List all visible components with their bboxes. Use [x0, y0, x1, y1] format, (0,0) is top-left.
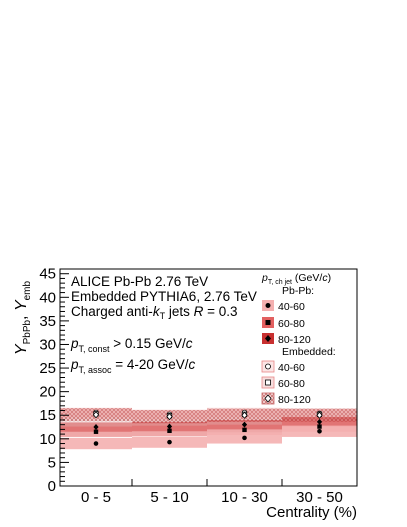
legend-label-pbpb-40-60: 40-60 — [278, 301, 305, 313]
annotation-pt-const: pT, const > 0.15 GeV/c — [70, 336, 193, 354]
point-pb-pb-80-120 — [241, 421, 248, 428]
point-pb-pb-80-120 — [166, 423, 173, 430]
point-pb-pb-80-120 — [316, 418, 323, 425]
point-pb-pb-40-60 — [167, 439, 172, 445]
point-pb-pb-60-80 — [93, 429, 99, 434]
x-tick-label: 0 - 5 — [81, 489, 111, 506]
point-embedded-80-120 — [92, 411, 100, 419]
point-pb-pb-40-60 — [242, 435, 247, 441]
annotation-embedded: Embedded PYTHIA6, 2.76 TeV — [71, 289, 257, 304]
data-points — [92, 409, 323, 446]
legend-marker-pbpb-80-120 — [265, 335, 271, 342]
point-embedded-80-120 — [316, 411, 323, 419]
legend-label-emb-60-80: 60-80 — [278, 378, 305, 390]
legend-marker-emb-80-120 — [264, 394, 272, 403]
x-axis: 0 - 5 5 - 10 10 - 30 30 - 50 — [81, 479, 343, 506]
legend-marker-pbpb-60-80 — [265, 320, 271, 325]
x-tick-label: 5 - 10 — [150, 489, 188, 506]
y-tick-label: 40 — [39, 289, 56, 306]
legend-group-embedded: Embedded: — [282, 346, 336, 358]
point-pb-pb-40-60 — [317, 428, 322, 434]
y-tick-label: 20 — [39, 384, 56, 401]
y-tick-label: 25 — [39, 360, 56, 377]
x-tick-label: 30 - 50 — [296, 489, 343, 506]
x-tick-label: 10 - 30 — [221, 489, 268, 506]
legend: pT, ch jet (GeV/c) Pb-Pb: Embedded: 40-6… — [261, 272, 336, 406]
y-axis: 0 5 10 15 20 25 30 35 40 45 — [39, 266, 69, 495]
point-pb-pb-60-80 — [242, 427, 247, 433]
point-pb-pb-40-60 — [93, 441, 99, 446]
y-tick-label: 10 — [39, 431, 56, 448]
legend-marker-pbpb-40-60 — [265, 303, 271, 308]
y-tick-label: 15 — [39, 407, 56, 424]
y-axis-label: YPbPb, Yemb — [13, 280, 33, 355]
annotation-pt-assoc: pT, assoc = 4-20 GeV/c — [70, 357, 195, 375]
annotation-jets: Charged anti-kT jets R = 0.3 — [71, 304, 237, 321]
y-tick-label: 5 — [48, 454, 56, 471]
legend-label-emb-40-60: 40-60 — [278, 362, 305, 374]
y-tick-label: 35 — [39, 313, 56, 330]
annotation-experiment: ALICE Pb-Pb 2.76 TeV — [71, 274, 208, 289]
point-embedded-80-120 — [166, 413, 173, 421]
legend-header: pT, ch jet (GeV/c) — [261, 272, 331, 286]
uncertainty-bands — [60, 407, 357, 450]
x-axis-label: Centrality (%) — [266, 504, 357, 521]
point-embedded-80-120 — [241, 411, 248, 419]
y-tick-label: 45 — [39, 266, 56, 283]
point-pb-pb-80-120 — [93, 424, 99, 431]
legend-label-pbpb-60-80: 60-80 — [278, 318, 305, 330]
legend-label-pbpb-80-120: 80-120 — [278, 334, 311, 346]
point-pb-pb-60-80 — [317, 424, 322, 429]
legend-marker-emb-40-60 — [265, 363, 271, 370]
y-tick-label: 0 — [48, 478, 56, 495]
legend-marker-emb-60-80 — [265, 379, 271, 386]
y-tick-label: 30 — [39, 336, 56, 353]
point-pb-pb-60-80 — [167, 428, 172, 434]
legend-group-pbpb: Pb-Pb: — [282, 285, 314, 297]
legend-label-emb-80-120: 80-120 — [278, 394, 311, 406]
